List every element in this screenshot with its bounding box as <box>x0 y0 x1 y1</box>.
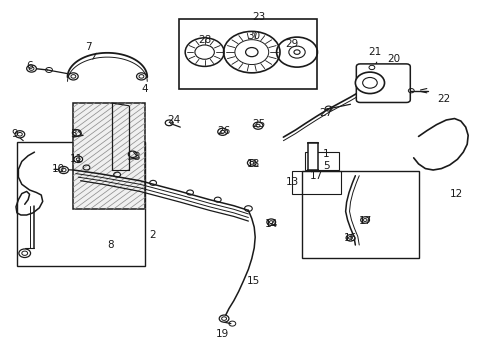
Text: 25: 25 <box>252 118 265 129</box>
Circle shape <box>15 131 25 138</box>
Circle shape <box>136 73 146 80</box>
Circle shape <box>266 219 275 225</box>
FancyBboxPatch shape <box>356 64 409 103</box>
Bar <box>179 19 317 89</box>
Bar <box>17 143 144 266</box>
Text: 17: 17 <box>309 171 323 181</box>
Circle shape <box>219 315 228 322</box>
Text: 21: 21 <box>367 47 381 57</box>
Text: 15: 15 <box>246 276 259 286</box>
Text: 12: 12 <box>448 189 462 199</box>
Bar <box>305 152 339 170</box>
Bar <box>291 171 340 194</box>
Text: 2: 2 <box>148 230 155 240</box>
Text: 4: 4 <box>141 84 148 94</box>
Text: 24: 24 <box>167 115 180 125</box>
Text: 8: 8 <box>107 240 114 250</box>
Bar <box>301 171 418 258</box>
Text: 30: 30 <box>246 31 259 41</box>
Text: 17: 17 <box>358 216 371 226</box>
Circle shape <box>59 166 68 174</box>
Circle shape <box>346 235 354 241</box>
Text: 5: 5 <box>322 161 329 171</box>
Text: 19: 19 <box>216 329 229 339</box>
Text: 10: 10 <box>52 164 65 174</box>
Bar <box>307 143 318 170</box>
Circle shape <box>247 159 256 166</box>
Text: 22: 22 <box>436 94 449 104</box>
Text: 3: 3 <box>133 152 140 162</box>
Circle shape <box>19 249 30 257</box>
Text: 9: 9 <box>12 129 18 139</box>
Text: 18: 18 <box>246 159 259 169</box>
Text: 27: 27 <box>319 108 332 118</box>
Circle shape <box>27 65 36 72</box>
Text: 7: 7 <box>84 42 91 52</box>
Circle shape <box>68 73 78 80</box>
Text: 26: 26 <box>217 126 230 136</box>
Text: 3: 3 <box>70 129 77 139</box>
Text: 11: 11 <box>70 154 83 163</box>
Circle shape <box>74 156 82 162</box>
Text: 6: 6 <box>26 62 33 71</box>
Text: 14: 14 <box>264 219 277 229</box>
Text: 16: 16 <box>343 233 356 243</box>
Circle shape <box>355 72 384 94</box>
Text: 29: 29 <box>285 39 298 49</box>
Bar <box>73 103 145 209</box>
Text: 23: 23 <box>252 13 265 22</box>
Text: 28: 28 <box>198 35 211 45</box>
Text: 13: 13 <box>285 177 298 187</box>
Text: 1: 1 <box>322 149 329 159</box>
Text: 20: 20 <box>387 54 400 64</box>
Circle shape <box>360 217 369 223</box>
